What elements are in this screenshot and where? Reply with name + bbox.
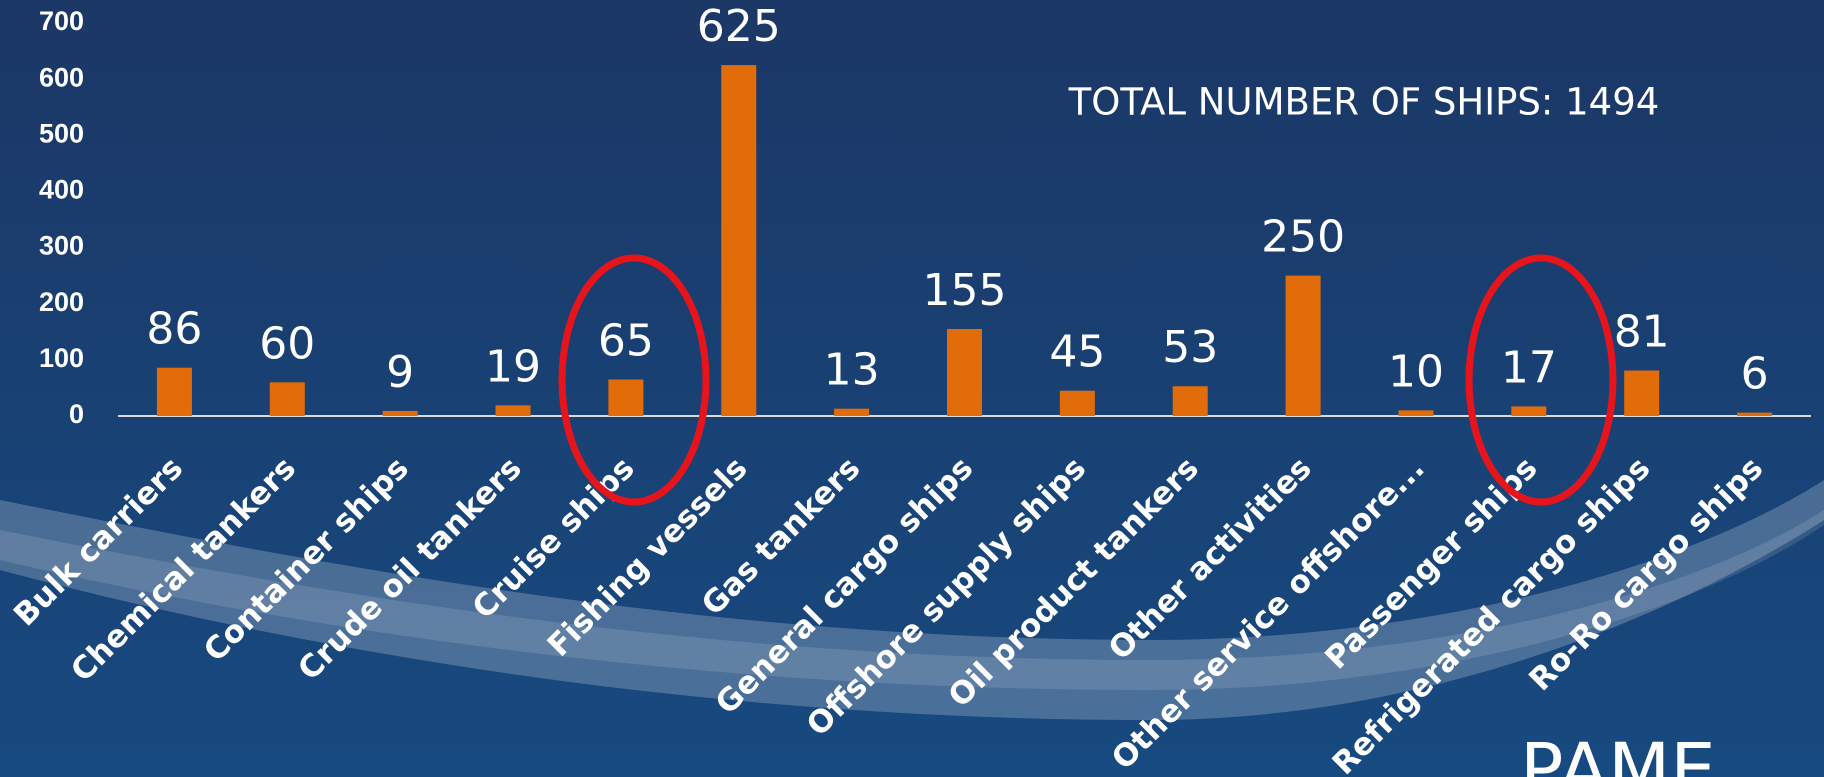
bar — [1511, 406, 1546, 416]
value-label: 6 — [1741, 349, 1769, 400]
y-tick-label: 700 — [39, 6, 84, 36]
value-label: 13 — [824, 345, 880, 396]
bar — [1286, 276, 1321, 416]
bar — [496, 405, 531, 416]
bar — [1737, 413, 1772, 416]
logo: PAME — [1520, 728, 1716, 777]
bar — [270, 382, 305, 416]
bar — [1173, 386, 1208, 416]
bar — [947, 329, 982, 416]
bar — [1398, 410, 1433, 416]
y-tick-label: 200 — [39, 287, 84, 317]
value-label: 250 — [1261, 212, 1345, 263]
y-tick-label: 100 — [39, 343, 84, 373]
value-label: 9 — [386, 347, 414, 398]
bar — [721, 65, 756, 416]
value-label: 625 — [697, 1, 781, 52]
y-tick-label: 600 — [39, 62, 84, 92]
bar — [1060, 391, 1095, 416]
bar — [157, 368, 192, 416]
value-label: 155 — [923, 265, 1007, 316]
value-label: 81 — [1614, 307, 1670, 358]
value-label: 17 — [1501, 342, 1557, 393]
y-tick-label: 300 — [39, 231, 84, 261]
value-label: 60 — [259, 318, 315, 369]
annotation: TOTAL NUMBER OF SHIPS: 1494 — [1068, 81, 1660, 124]
bar — [1624, 371, 1659, 416]
y-tick-label: 500 — [39, 118, 84, 148]
value-label: 65 — [598, 316, 654, 367]
value-label: 86 — [146, 304, 202, 355]
value-label: 45 — [1049, 327, 1105, 378]
bar — [383, 411, 418, 416]
bar — [608, 380, 643, 416]
chart: TOTAL NUMBER OF SHIPS: 1494 PAME 0 100 200… — [0, 0, 1824, 777]
bar — [834, 409, 869, 416]
y-tick-label: 0 — [69, 399, 84, 429]
value-label: 10 — [1388, 346, 1444, 397]
y-tick-label: 400 — [39, 175, 84, 205]
value-label: 53 — [1162, 322, 1218, 373]
value-label: 19 — [485, 341, 541, 392]
